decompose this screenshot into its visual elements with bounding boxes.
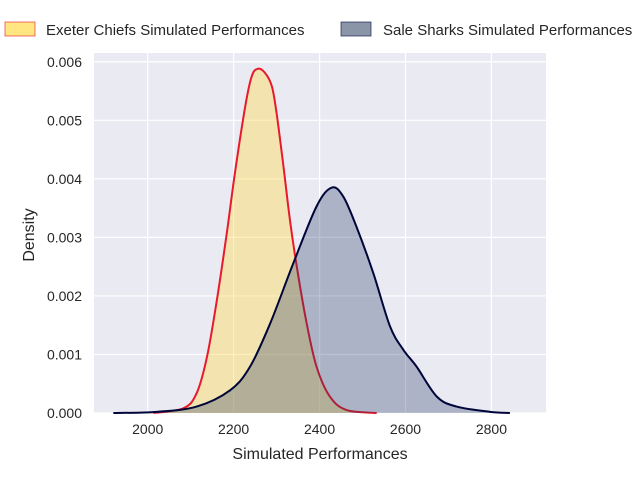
y-tick-label: 0.001 — [47, 346, 82, 362]
x-tick-label: 2600 — [390, 421, 421, 437]
x-tick-label: 2400 — [304, 421, 335, 437]
legend-swatch-exeter — [4, 21, 36, 37]
x-tick-labels: 2000 2200 2400 2600 2800 — [132, 421, 507, 437]
x-tick-label: 2000 — [132, 421, 163, 437]
y-tick-label: 0.004 — [47, 171, 82, 187]
legend-label-exeter: Exeter Chiefs Simulated Performances — [46, 22, 304, 39]
legend-label-sale: Sale Sharks Simulated Performances — [383, 22, 632, 39]
y-tick-label: 0.000 — [47, 405, 82, 421]
x-tick-label: 2200 — [218, 421, 249, 437]
legend-swatch-sale — [340, 21, 372, 37]
density-line-sale — [113, 186, 510, 414]
legend: Exeter Chiefs Simulated Performances Sal… — [4, 21, 632, 39]
y-tick-label: 0.006 — [47, 54, 82, 70]
density-fill-sale — [113, 187, 510, 413]
density-fill-exeter — [153, 68, 377, 413]
density-areas — [113, 67, 510, 414]
x-tick-label: 2800 — [476, 421, 507, 437]
y-axis-label: Density — [21, 208, 38, 261]
density-line-exeter — [153, 67, 377, 414]
grid — [94, 53, 546, 414]
y-tick-label: 0.005 — [47, 112, 82, 128]
x-axis-label: Simulated Performances — [232, 446, 407, 463]
y-tick-label: 0.003 — [47, 229, 82, 245]
y-tick-labels: 0.000 0.001 0.002 0.003 0.004 0.005 0.006 — [47, 54, 82, 421]
y-tick-label: 0.002 — [47, 288, 82, 304]
